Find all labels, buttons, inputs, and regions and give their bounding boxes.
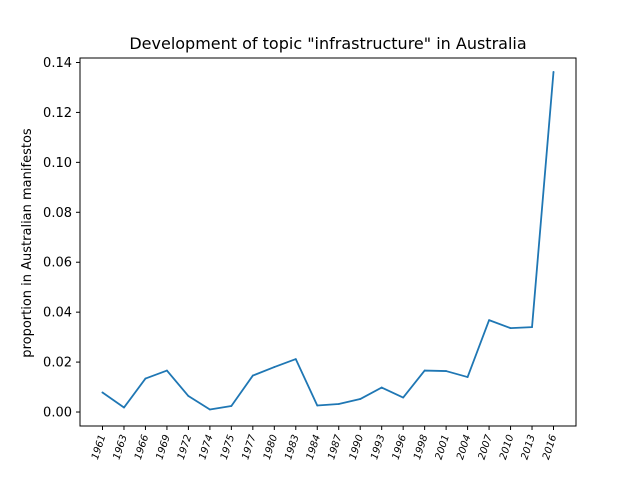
- series-line-0: [101, 71, 555, 411]
- x-tick-label: 2004: [455, 434, 473, 462]
- chart-title: Development of topic "infrastructure" in…: [129, 34, 526, 53]
- x-tick-label: 1963: [112, 434, 130, 462]
- data-point: [316, 404, 319, 407]
- data-point: [273, 366, 276, 368]
- x-tick-label: 2016: [541, 434, 559, 462]
- x-axis-ticks: 1961 1963 1966 1969 1972 1974 1975 1977 1980 1983…: [90, 426, 559, 461]
- data-point: [402, 396, 405, 399]
- x-tick-label: 1980: [262, 434, 280, 462]
- x-tick-label: 1993: [369, 434, 387, 462]
- x-tick-label: 1996: [391, 434, 409, 462]
- data-point: [166, 369, 168, 372]
- y-tick-label: 0.02: [43, 356, 72, 371]
- data-point: [251, 374, 254, 377]
- data-point: [445, 370, 448, 372]
- data-point: [187, 395, 190, 397]
- x-tick-label: 1987: [326, 433, 345, 461]
- data-point: [509, 327, 512, 330]
- x-tick-label: 1961: [90, 434, 108, 462]
- data-point: [466, 376, 469, 378]
- x-tick-label: 1972: [176, 434, 194, 462]
- x-tick-label: 2001: [434, 434, 452, 462]
- x-tick-label: 1969: [154, 434, 172, 462]
- x-tick-label: 1984: [305, 434, 323, 462]
- y-tick-label: 0.04: [43, 306, 72, 321]
- data-point: [230, 405, 233, 407]
- x-tick-label: 1975: [219, 434, 237, 462]
- x-tick-label: 1966: [133, 434, 151, 462]
- data-point: [488, 319, 490, 322]
- data-point: [552, 71, 555, 73]
- series-layer: [101, 71, 555, 411]
- x-tick-label: 2007: [477, 433, 496, 461]
- data-point: [101, 391, 104, 394]
- x-tick-label: 2010: [498, 434, 516, 462]
- x-tick-label: 1977: [240, 433, 259, 461]
- data-point: [380, 386, 383, 389]
- data-point: [123, 406, 125, 409]
- data-point: [337, 403, 340, 405]
- data-point: [208, 408, 211, 411]
- plot-area-frame: [79, 57, 577, 427]
- data-point: [423, 369, 426, 372]
- x-tick-label: 1983: [283, 434, 301, 462]
- y-axis-ticks: 0.00 0.02 0.04 0.06 0.08 0.10 0.12 0.14: [43, 56, 80, 421]
- y-axis-label: proportion in Australian manifestos: [20, 128, 35, 358]
- y-tick-label: 0.06: [43, 256, 72, 271]
- data-point: [144, 377, 147, 380]
- data-point: [294, 358, 297, 360]
- x-tick-label: 1998: [412, 434, 430, 462]
- y-tick-label: 0.14: [43, 56, 72, 71]
- x-tick-label: 1990: [348, 434, 366, 462]
- y-tick-label: 0.08: [43, 206, 72, 221]
- y-tick-label: 0.12: [43, 106, 72, 121]
- data-point: [359, 398, 362, 400]
- x-tick-label: 2013: [520, 434, 538, 462]
- data-point: [531, 326, 533, 329]
- x-tick-label: 1974: [197, 434, 215, 462]
- y-tick-label: 0.10: [43, 156, 72, 171]
- y-tick-label: 0.00: [43, 406, 72, 421]
